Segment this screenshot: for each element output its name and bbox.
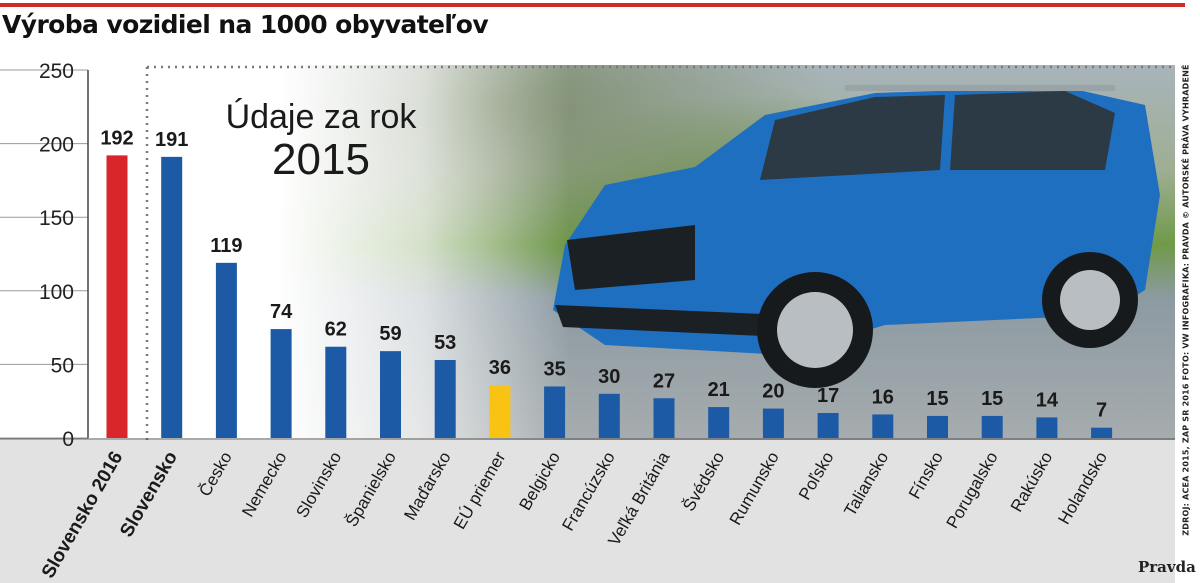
category-label: Slovinsko [292,449,345,522]
value-label: 191 [155,129,188,151]
value-label: 21 [708,379,730,401]
bar [106,155,128,438]
year-annotation: Údaje za rok 2015 [212,98,430,184]
bar [762,408,784,438]
category-label: Slovensko 2016 [38,448,127,582]
value-label: 15 [981,388,1003,410]
value-label: 17 [817,385,839,407]
category-label: Francúzsko [558,449,618,535]
category-label: Holandsko [1054,449,1111,528]
value-label: 30 [598,366,620,388]
bar [215,262,237,438]
bar [1036,417,1058,438]
suv-photo [150,65,1175,440]
bar [325,346,347,438]
value-label: 20 [762,381,784,403]
category-label: Slovensko [116,448,182,541]
bar [653,398,675,438]
y-tick-label: 250 [39,60,74,83]
value-label: 192 [100,127,133,149]
value-label: 119 [210,235,242,257]
category-label: Nemecko [238,449,290,521]
bar [598,393,620,438]
value-label: 53 [434,332,456,354]
bar [380,351,401,438]
category-label: Španielsko [342,449,400,531]
pravda-logo: Pravda [1138,558,1196,576]
category-label: Taliansko [840,449,892,520]
category-label: Česko [195,449,236,500]
value-label: 15 [926,388,948,410]
bar [434,359,456,438]
value-label: 74 [270,301,293,323]
y-tick-labels: 0 50 100 150 200 250 [39,60,74,451]
bar [927,415,948,438]
value-label: 7 [1096,400,1107,422]
category-label: Fínsko [905,449,947,503]
bar [489,385,511,438]
bar [817,412,839,438]
category-label: Belgicko [515,449,564,514]
bar [270,329,292,438]
value-label: 59 [379,323,401,345]
bars [106,155,1113,438]
value-label: 16 [872,386,894,408]
category-label: Rakúsko [1007,449,1057,516]
value-label: 14 [1036,389,1059,411]
value-label: 35 [543,358,565,380]
value-label: 36 [489,357,511,379]
y-tick-label: 200 [39,134,74,157]
bar [872,414,894,438]
label-band [0,440,1175,583]
category-label: Švédsko [679,449,728,515]
value-label: 27 [653,370,675,392]
value-labels: 192 191 119 74 62 59 53 36 35 30 27 21 20 17 16 15 15 14 7 [100,127,1107,421]
y-tick-label: 0 [62,428,74,451]
gridlines [0,65,1175,440]
category-label: Rumunsko [726,449,783,529]
bar [544,386,566,438]
category-label: Poľsko [795,449,838,504]
y-tick-label: 150 [39,207,74,230]
annotation-line-1: Údaje za rok [225,98,417,136]
chart-title: Výroba vozidiel na 1000 obyvateľov [2,10,489,39]
bar [708,407,730,438]
annotation-line-2: 2015 [272,135,370,184]
category-label: EÚ priemer [450,448,510,532]
category-label: Porugalsko [943,449,1002,532]
y-tick-label: 50 [51,354,74,377]
bar [1091,427,1113,438]
source-credit: ZDROJ: ACEA 2015, ZAP SR 2016 FOTO: VW I… [1181,64,1191,536]
top-rule [0,3,1185,7]
bar [981,415,1003,438]
suv-illustration [553,85,1160,388]
y-tick-label: 100 [39,281,74,304]
category-label: Maďarsko [400,449,454,524]
value-label: 62 [325,319,347,341]
bar [161,156,183,438]
